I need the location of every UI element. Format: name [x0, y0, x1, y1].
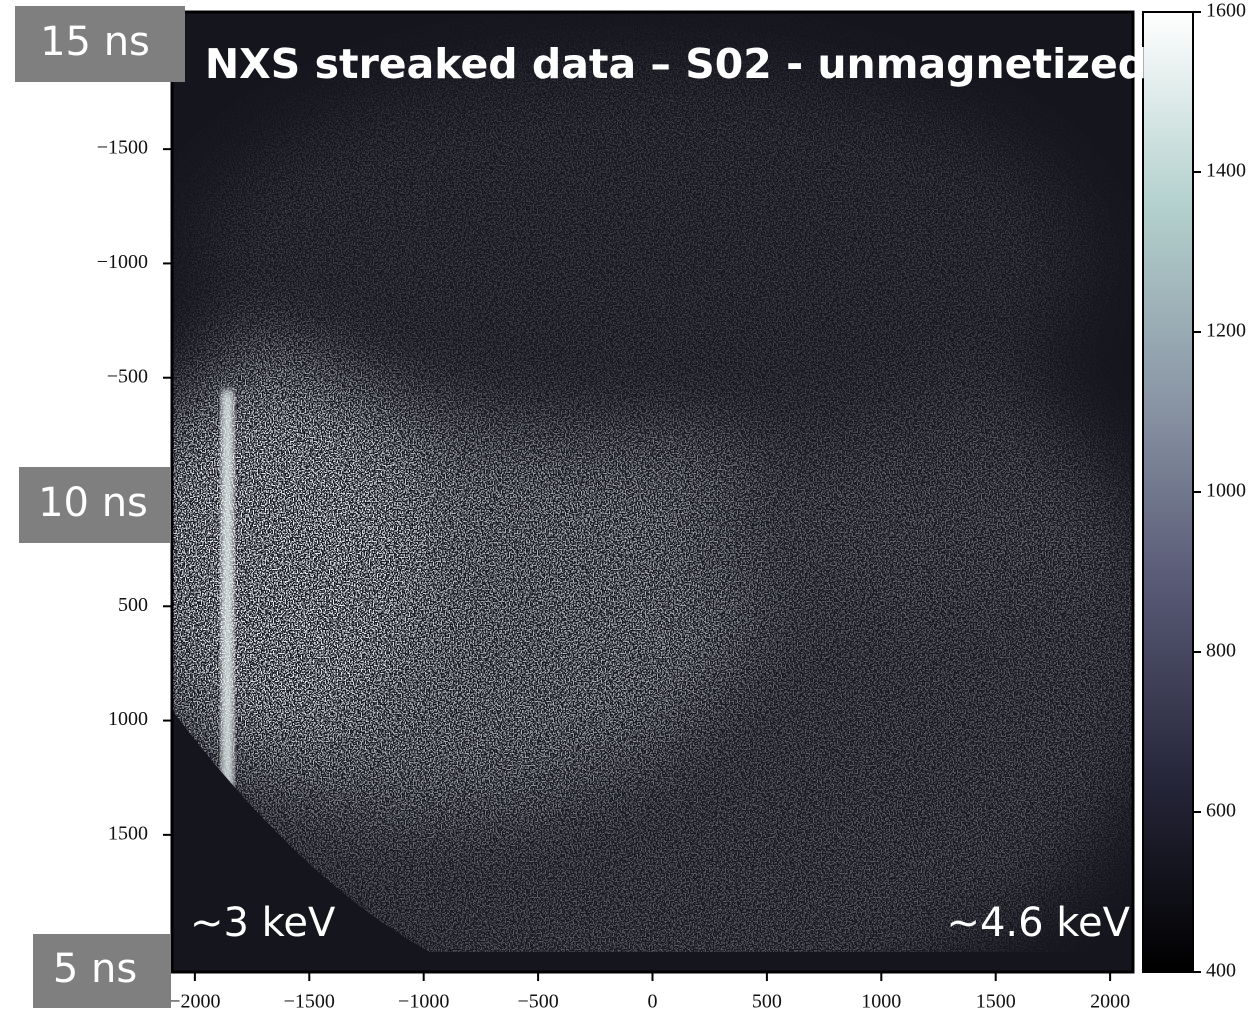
x-tick-label: 500	[752, 991, 782, 1012]
y-tick-label: 500	[118, 594, 148, 616]
colorbar-tick-label: 800	[1206, 640, 1236, 662]
x-tick-label: 0	[648, 991, 658, 1012]
chart-title: NXS streaked data – S02 - unmagnetized	[205, 40, 1147, 88]
image-area	[170, 10, 1135, 974]
y-tick-label: −500	[107, 365, 148, 387]
time-label-box	[19, 467, 171, 543]
time-label: 5 ns	[53, 946, 137, 992]
colorbar-tick-label: 1000	[1206, 480, 1246, 502]
colorbar-tick-label: 1400	[1206, 160, 1246, 182]
y-tick-label: −1500	[97, 137, 148, 159]
colorbar-tick-label: 1200	[1206, 320, 1246, 342]
x-tick-label: −1000	[398, 991, 449, 1012]
y-tick-label: −1000	[97, 251, 148, 273]
colorbar-tick-label: 1600	[1206, 0, 1246, 22]
dark-edge	[172, 952, 1133, 972]
x-tick-label: 2000	[1090, 991, 1130, 1012]
x-tick-label: −500	[517, 991, 558, 1012]
colorbar	[1142, 11, 1194, 973]
energy-label: ~4.6 keV	[946, 900, 1130, 946]
time-label: 10 ns	[38, 480, 148, 526]
y-tick-label: 1000	[108, 708, 148, 730]
time-label: 15 ns	[40, 19, 150, 65]
x-tick-label: −2000	[169, 991, 220, 1012]
colorbar-tick-label: 600	[1206, 800, 1236, 822]
time-label-box	[33, 934, 171, 1008]
bright-stripe	[221, 390, 234, 790]
x-tick-label: 1000	[861, 991, 901, 1012]
colorbar-tick-label: 400	[1206, 960, 1236, 982]
x-tick-label: 1500	[976, 991, 1016, 1012]
dark-corner	[172, 710, 430, 972]
image-speckle	[172, 12, 1133, 972]
y-tick-label: 1500	[108, 822, 148, 844]
x-tick-label: −1500	[284, 991, 335, 1012]
energy-label: ~3 keV	[190, 900, 336, 946]
time-label-box	[15, 6, 185, 82]
